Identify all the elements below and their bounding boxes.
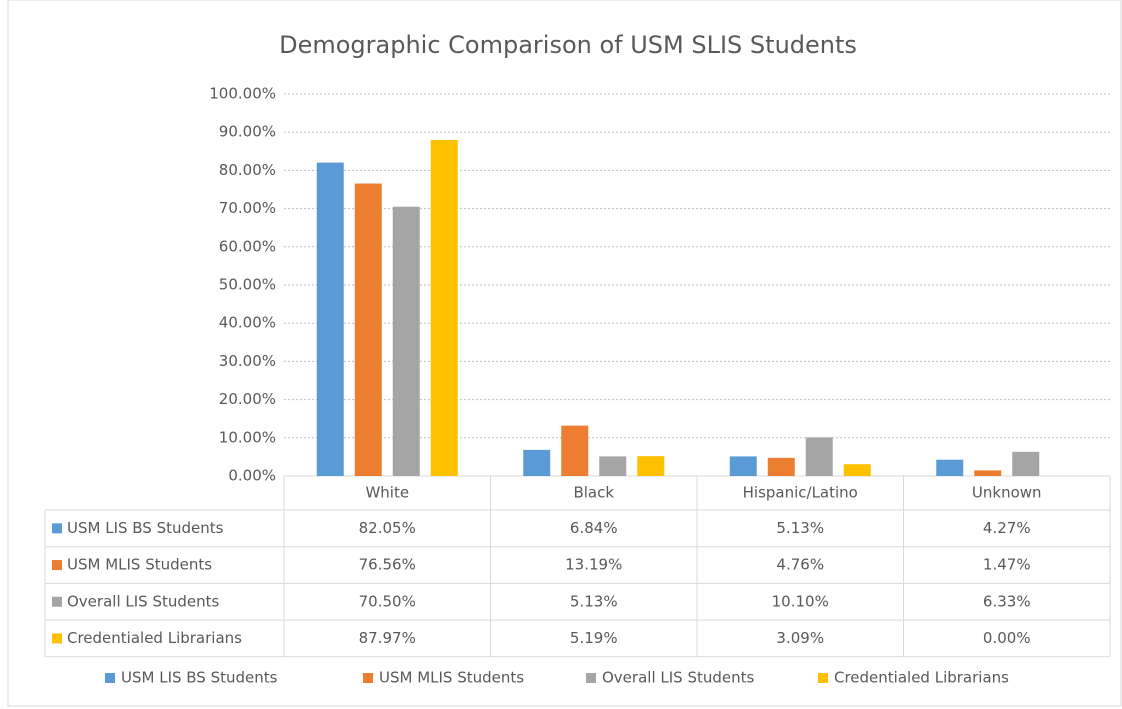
x-tick-label: Black <box>573 484 614 502</box>
bar <box>767 457 795 476</box>
data-table-value: 76.56% <box>359 556 416 574</box>
bar <box>392 206 420 476</box>
data-table-value: 3.09% <box>776 629 824 647</box>
data-table-value: 13.19% <box>565 556 622 574</box>
legend-key <box>818 673 828 683</box>
data-table-value: 82.05% <box>359 519 416 537</box>
table-row-label: Credentialed Librarians <box>67 629 242 647</box>
legend-label: Overall LIS Students <box>602 669 754 687</box>
bar <box>974 470 1002 476</box>
y-tick-label: 60.00% <box>219 237 276 255</box>
data-table-value: 5.19% <box>570 629 618 647</box>
data-table-value: 6.84% <box>570 519 618 537</box>
bar <box>316 162 344 476</box>
y-tick-label: 90.00% <box>219 123 276 141</box>
legend-key <box>586 673 596 683</box>
data-table-value: 0.00% <box>983 629 1031 647</box>
table-row-label: USM LIS BS Students <box>67 519 224 537</box>
data-table-value: 5.13% <box>776 519 824 537</box>
data-table-value: 5.13% <box>570 592 618 610</box>
chart-border <box>7 0 1122 707</box>
chart-title: Demographic Comparison of USM SLIS Stude… <box>279 31 857 59</box>
y-tick-label: 50.00% <box>219 276 276 294</box>
y-tick-label: 20.00% <box>219 390 276 408</box>
data-table-value: 4.76% <box>776 556 824 574</box>
bar <box>430 139 458 477</box>
table-legend-key <box>52 560 62 571</box>
legend-key <box>363 673 373 683</box>
bar <box>936 459 964 476</box>
legend-key <box>105 673 115 683</box>
x-tick-label: White <box>365 484 409 502</box>
data-table-value: 4.27% <box>983 519 1031 537</box>
data-table-value: 6.33% <box>983 592 1031 610</box>
y-tick-label: 100.00% <box>209 85 276 103</box>
table-legend-key <box>52 596 62 607</box>
bar <box>561 425 589 476</box>
x-tick-label: Unknown <box>972 484 1042 502</box>
table-legend-key <box>52 523 62 534</box>
legend-label: USM MLIS Students <box>379 669 524 687</box>
bar <box>354 183 382 476</box>
y-tick-label: 10.00% <box>219 428 276 446</box>
y-tick-label: 0.00% <box>228 467 276 485</box>
table-row-label: USM MLIS Students <box>67 556 212 574</box>
legend-label: Credentialed Librarians <box>834 669 1009 687</box>
data-table-value: 10.10% <box>772 592 829 610</box>
bar <box>729 456 757 476</box>
bar <box>523 449 551 476</box>
bar <box>599 456 627 476</box>
y-tick-label: 80.00% <box>219 161 276 179</box>
y-tick-label: 70.00% <box>219 199 276 217</box>
bar <box>843 464 871 476</box>
bar <box>805 437 833 476</box>
data-table-value: 87.97% <box>359 629 416 647</box>
bar <box>637 456 665 476</box>
table-legend-key <box>52 633 62 644</box>
y-tick-label: 30.00% <box>219 352 276 370</box>
bar <box>1012 451 1040 476</box>
table-row-label: Overall LIS Students <box>67 592 219 610</box>
y-tick-label: 40.00% <box>219 314 276 332</box>
x-tick-label: Hispanic/Latino <box>743 484 858 502</box>
data-table-value: 1.47% <box>983 556 1031 574</box>
data-table-value: 70.50% <box>359 592 416 610</box>
legend-label: USM LIS BS Students <box>121 669 278 687</box>
